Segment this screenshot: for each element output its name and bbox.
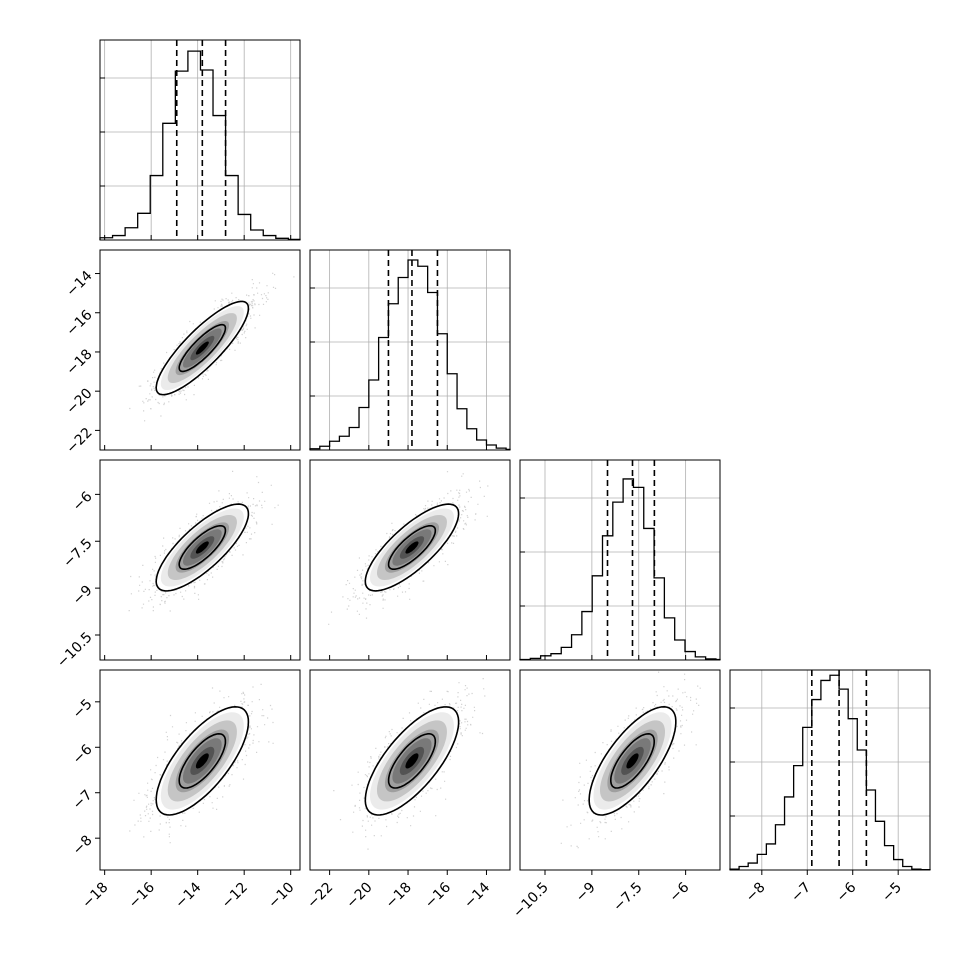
density-peak <box>195 341 209 355</box>
density-peak <box>405 753 419 769</box>
x-tick-label: −7.5 <box>610 880 645 915</box>
density-layer <box>560 671 701 849</box>
panel-layer: −8 −7 −6 −5−22−20−18−16−14−10.5−9−7.5−6−8−7… <box>54 39 931 922</box>
histogram-bars <box>99 50 301 241</box>
y-tick-label: −8 <box>70 833 96 859</box>
x-tick-label: −14 <box>461 879 493 911</box>
panel-frame <box>309 669 511 871</box>
outer-contour <box>364 503 460 592</box>
x-tick-label: −16 <box>126 879 158 911</box>
x-tick-label: −12 <box>219 880 251 912</box>
histogram-bars <box>309 259 511 451</box>
x-tick-label: −10 <box>265 880 297 912</box>
inner-contour <box>387 525 437 570</box>
y-tick-label: −16 <box>63 307 95 339</box>
density-peak <box>195 753 209 769</box>
x-tick-label: −10.5 <box>510 880 552 922</box>
x-tick-label: −16 <box>422 879 454 911</box>
panel-1-1 <box>309 249 511 451</box>
y-tick-label: −18 <box>63 346 95 378</box>
y-tick-label: −9 <box>70 582 96 608</box>
inner-contour <box>178 732 227 789</box>
density-peak <box>195 541 209 554</box>
panel-frame <box>99 459 301 661</box>
density-peak <box>626 753 639 769</box>
density-layer <box>129 683 274 844</box>
inner-contour <box>610 732 655 789</box>
panel-frame <box>729 669 931 871</box>
density-layer <box>333 670 486 850</box>
density-layer <box>129 272 295 422</box>
y-tick-label: −7 <box>70 787 96 813</box>
panel-frame <box>519 669 721 871</box>
panel-3-2: −10.5 −9 −7.5 −6 <box>510 669 721 922</box>
panel-frame <box>309 249 511 451</box>
scatter-points <box>129 683 274 844</box>
panel-1-0: −22 −20 −18 −16 −14 <box>63 249 301 457</box>
x-tick-label: −6 <box>667 879 693 905</box>
outer-contour <box>588 705 677 816</box>
outer-contour <box>364 706 460 816</box>
panel-3-3: −8 −7 −6 −5 <box>729 669 931 906</box>
x-tick-label: −8 <box>743 880 769 906</box>
y-tick-label: −6 <box>70 489 96 515</box>
y-tick-label: −22 <box>63 425 95 457</box>
panel-frame <box>309 459 511 661</box>
panel-3-1: −22 −20 −18 −16 −14 <box>304 669 511 912</box>
panel-2-1 <box>309 459 511 661</box>
x-tick-label: −9 <box>573 880 599 906</box>
histogram-bars <box>729 674 931 871</box>
y-tick-label: −10.5 <box>54 629 96 671</box>
outer-contour <box>155 300 250 396</box>
outer-contour <box>155 503 250 592</box>
panel-frame <box>519 459 721 661</box>
density-peak <box>405 541 419 554</box>
y-tick-label: −7.5 <box>60 536 95 571</box>
x-tick-label: −6 <box>834 879 860 905</box>
y-tick-label: −5 <box>70 696 96 722</box>
panel-frame <box>99 39 301 241</box>
density-layer <box>128 470 279 612</box>
x-tick-label: −20 <box>343 880 375 912</box>
panel-2-2 <box>519 459 721 661</box>
panel-frame <box>99 669 301 871</box>
panel-3-0: −8 −7 −6 −5 −18 −16 −14 −12 −10 <box>70 669 301 912</box>
panel-frame <box>99 249 301 451</box>
x-tick-label: −18 <box>383 880 415 912</box>
x-tick-label: −18 <box>79 880 111 912</box>
x-tick-label: −22 <box>304 880 336 912</box>
x-tick-label: −7 <box>788 880 814 906</box>
y-tick-label: −20 <box>63 386 95 418</box>
y-tick-label: −6 <box>70 742 96 768</box>
outer-contour <box>155 705 250 816</box>
density-layer <box>328 471 489 625</box>
inner-contour <box>178 323 227 373</box>
y-tick-label: −14 <box>63 268 95 300</box>
x-tick-label: −14 <box>172 879 204 911</box>
inner-contour <box>387 733 437 789</box>
inner-contour <box>178 525 227 570</box>
panel-0-0 <box>99 39 301 241</box>
panel-2-0: −10.5 −9 −7.5 −6 <box>54 459 301 671</box>
histogram-bars <box>519 478 721 661</box>
x-tick-label: −5 <box>879 880 905 906</box>
